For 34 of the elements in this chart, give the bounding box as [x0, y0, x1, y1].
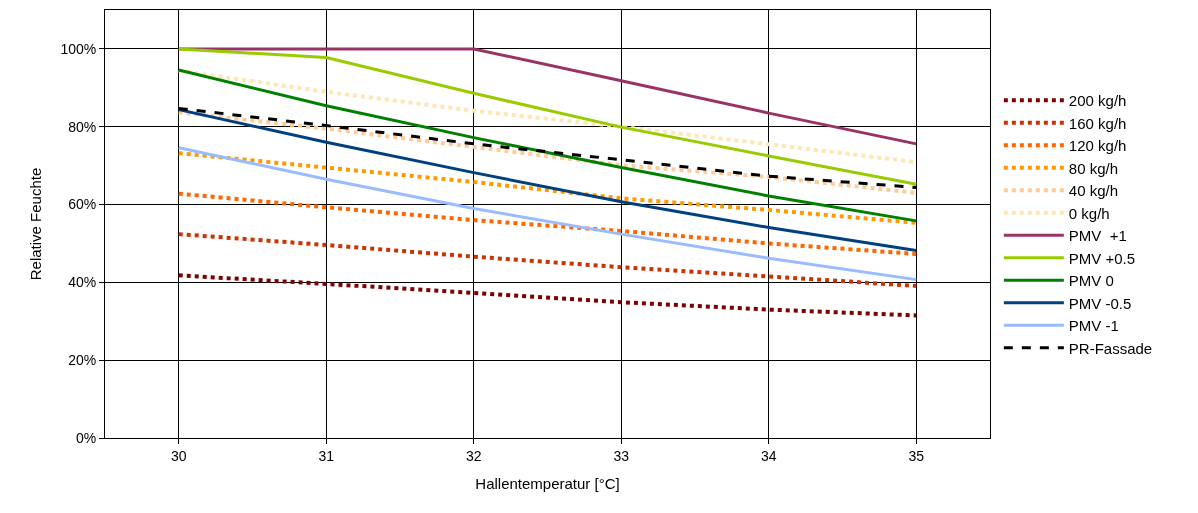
x-tick-label: 34	[760, 447, 777, 464]
line-series	[177, 47, 918, 146]
legend-label: 120 kg/h	[1068, 137, 1127, 155]
x-tick-label: 33	[613, 447, 630, 464]
line-series	[177, 108, 918, 252]
y-tick-label: 40%	[68, 274, 97, 291]
legend-label: 0 kg/h	[1068, 204, 1110, 222]
legend-label: PMV +1	[1068, 227, 1127, 245]
y-tick-label: 20%	[68, 352, 97, 369]
legend-label: 40 kg/h	[1068, 182, 1119, 200]
line-series	[177, 68, 918, 223]
line-series	[176, 191, 919, 256]
x-tick-label: 32	[465, 447, 482, 464]
legend-label: PMV -1	[1068, 317, 1119, 335]
legend-label: 160 kg/h	[1068, 114, 1127, 132]
legend-label: PMV +0.5	[1068, 249, 1136, 267]
line-series	[176, 232, 919, 288]
line-series	[177, 47, 918, 186]
x-tick-label: 35	[908, 447, 925, 464]
legend-label: 200 kg/h	[1068, 92, 1127, 110]
y-tick-label: 60%	[68, 196, 97, 213]
legend-label: PMV 0	[1068, 272, 1114, 290]
legend-label: 80 kg/h	[1068, 159, 1119, 177]
y-tick-label: 100%	[60, 40, 97, 57]
x-tick-label: 30	[170, 447, 187, 464]
x-axis-title: Hallentemperatur [°C]	[475, 474, 620, 492]
line-series	[176, 273, 919, 318]
x-tick-label: 31	[318, 447, 335, 464]
y-tick-label: 0%	[75, 429, 97, 446]
legend-label: PR-Fassade	[1068, 339, 1153, 357]
y-axis-title: Relative Feuchte	[26, 167, 44, 281]
y-tick-label: 80%	[68, 118, 97, 135]
legend-label: PMV -0.5	[1068, 294, 1132, 312]
line-series	[177, 146, 918, 282]
